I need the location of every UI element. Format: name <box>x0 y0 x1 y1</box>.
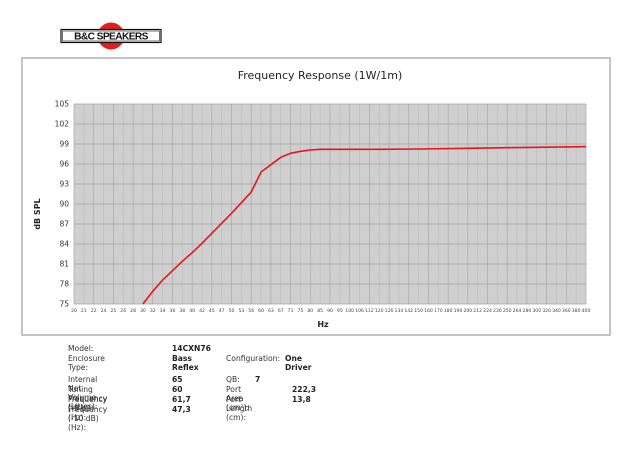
x-tick-label: 21 <box>81 308 87 314</box>
x-tick-label: 42 <box>199 308 205 314</box>
configuration-label: Configuration: <box>226 354 281 363</box>
enclosure-label: Enclosure Type: <box>68 354 105 372</box>
y-tick-label: 105 <box>55 100 70 109</box>
x-tick-label: 95 <box>337 308 343 314</box>
x-tick-label: 85 <box>317 308 323 314</box>
y-axis-title: dB SPL <box>33 198 42 229</box>
x-tick-label: 75 <box>298 308 304 314</box>
model-value: 14CXN76 <box>172 344 211 353</box>
y-tick-label: 99 <box>59 140 69 149</box>
port-area-label: Port Area (cm²): <box>226 385 250 412</box>
y-tick-label: 75 <box>59 300 69 309</box>
x-tick-label: 120 <box>375 308 384 314</box>
tuning-value: 60 <box>172 385 183 394</box>
port-length-label: Port Length (cm): <box>226 395 253 422</box>
x-tick-label: 150 <box>414 308 423 314</box>
x-tick-label: 90 <box>327 308 333 314</box>
x-tick-label: 212 <box>473 308 482 314</box>
x-tick-label: 80 <box>307 308 313 314</box>
x-tick-label: 28 <box>130 308 136 314</box>
x-tick-label: 106 <box>355 308 364 314</box>
x-tick-label: 45 <box>209 308 215 314</box>
x-tick-label: 380 <box>572 308 581 314</box>
x-tick-label: 47 <box>219 308 225 314</box>
x-tick-label: 360 <box>562 308 571 314</box>
x-tick-label: 32 <box>150 308 156 314</box>
x-tick-label: 20 <box>71 308 77 314</box>
x-tick-label: 200 <box>463 308 472 314</box>
y-tick-label: 81 <box>59 260 69 269</box>
x-tick-label: 300 <box>532 308 541 314</box>
brand-logo: B&C SPEAKERS <box>60 22 162 50</box>
x-tick-label: 320 <box>542 308 551 314</box>
x-tick-label: 134 <box>395 308 404 314</box>
model-label: Model: <box>68 344 94 353</box>
x-tick-label: 53 <box>238 308 244 314</box>
port-length-value: 13,8 <box>292 395 311 404</box>
x-tick-label: 36 <box>170 308 176 314</box>
x-tick-label: 63 <box>268 308 274 314</box>
logo-text: B&C SPEAKERS <box>74 32 149 43</box>
volume-label: Internal Net Volume (Litres): <box>68 375 98 411</box>
qb-label: QB: <box>226 375 240 384</box>
x-tick-label: 142 <box>404 308 413 314</box>
x-tick-label: 224 <box>483 308 492 314</box>
x-tick-label: 26 <box>120 308 126 314</box>
x-tick-label: 250 <box>503 308 512 314</box>
x-tick-label: 170 <box>434 308 443 314</box>
x-tick-label: 400 <box>582 308 591 314</box>
y-tick-label: 87 <box>59 220 69 229</box>
x-tick-label: 56 <box>248 308 254 314</box>
volume-value: 65 <box>172 375 183 384</box>
x-tick-label: 60 <box>258 308 264 314</box>
x-tick-label: 25 <box>110 308 116 314</box>
x-tick-label: 30 <box>140 308 146 314</box>
chart-title: Frequency Response (1W/1m) <box>237 69 403 82</box>
spl-curve <box>142 145 587 305</box>
x-tick-label: 190 <box>454 308 463 314</box>
y-tick-label: 96 <box>59 160 69 169</box>
tuning-label: Tuning Frequency (Hz): <box>68 385 108 412</box>
y-axis-ticks: 105 102 99 96 93 90 87 84 81 78 75 <box>55 100 70 309</box>
x-tick-label: 22 <box>91 308 97 314</box>
x-tick-label: 264 <box>513 308 522 314</box>
f10-value: 47,3 <box>172 405 191 414</box>
f10-label: Frequency (-10 dB) (Hz): <box>68 405 108 432</box>
y-tick-label: 78 <box>59 280 69 289</box>
f3-value: 61,7 <box>172 395 191 404</box>
x-tick-label: 100 <box>345 308 354 314</box>
x-tick-label: 112 <box>365 308 374 314</box>
x-tick-label: 24 <box>101 308 107 314</box>
x-tick-label: 280 <box>523 308 532 314</box>
configuration-value: One Driver <box>285 354 312 372</box>
x-tick-label: 71 <box>288 308 294 314</box>
x-tick-label: 67 <box>278 308 284 314</box>
x-tick-label: 340 <box>552 308 561 314</box>
qb-value: 7 <box>255 375 261 384</box>
x-tick-label: 40 <box>189 308 195 314</box>
x-tick-label: 236 <box>493 308 502 314</box>
x-tick-label: 50 <box>229 308 235 314</box>
x-tick-label: 126 <box>385 308 394 314</box>
x-tick-label: 160 <box>424 308 433 314</box>
enclosure-value: Bass Reflex <box>172 354 199 372</box>
y-tick-label: 90 <box>59 200 69 209</box>
x-tick-label: 180 <box>444 308 453 314</box>
f3-label: Frequency (-3 dB) (Hz): <box>68 395 108 422</box>
y-tick-label: 84 <box>59 240 69 249</box>
x-tick-label: 38 <box>179 308 185 314</box>
y-tick-label: 102 <box>55 120 70 129</box>
x-axis-ticks: 20 21 22 24 25 26 28 30 32 34 36 38 40 42 45 47 50 53 56 60… <box>71 308 590 314</box>
x-tick-label: 34 <box>160 308 166 314</box>
x-axis-title: Hz <box>317 320 329 329</box>
port-area-value: 222,3 <box>292 385 317 394</box>
horizontal-gridlines <box>74 103 586 305</box>
y-tick-label: 93 <box>59 180 69 189</box>
